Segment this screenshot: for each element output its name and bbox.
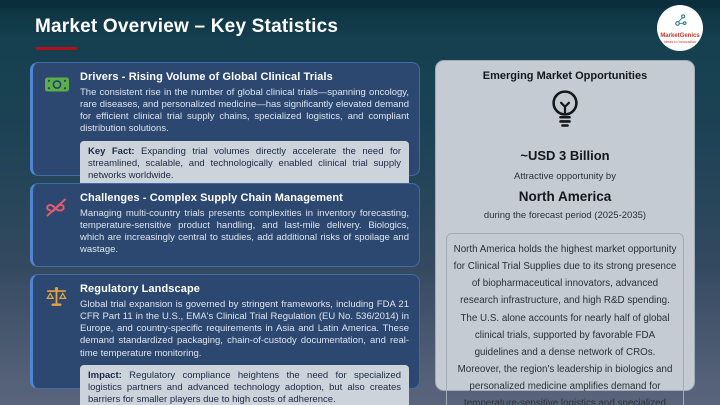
- impact-label: Impact:: [88, 369, 122, 381]
- title-underline: [36, 47, 77, 50]
- opportunity-region: North America: [518, 189, 612, 204]
- banknote-icon: [44, 74, 70, 167]
- opportunities-panel-title: Emerging Market Opportunities: [482, 70, 648, 82]
- regulatory-card-title: Regulatory Landscape: [80, 283, 200, 295]
- key-fact-text: Expanding trial volumes directly acceler…: [88, 145, 402, 182]
- page-title: Market Overview – Key Statistics: [35, 16, 339, 37]
- challenges-card-body: Managing multi-country trials presents c…: [80, 208, 409, 256]
- lightbulb-icon: [547, 88, 583, 141]
- regulatory-card: Regulatory Landscape Global trial expans…: [30, 274, 420, 405]
- challenges-card-title: Challenges - Complex Supply Chain Manage…: [80, 192, 343, 204]
- drivers-card-body: The consistent rise in the number of glo…: [80, 87, 409, 135]
- scales-icon: [44, 286, 69, 380]
- logo-brand-text: MarketGenics: [660, 33, 700, 40]
- key-fact-label: Key Fact:: [88, 145, 135, 157]
- brand-logo: MarketGenics Ideas to Innovation: [657, 5, 703, 51]
- impact-callout: Impact: Regulatory compliance heightens …: [80, 364, 409, 405]
- top-strip: [0, 0, 720, 8]
- drivers-card-title: Drivers - Rising Volume of Global Clinic…: [80, 71, 333, 83]
- molecule-icon: [673, 13, 688, 33]
- knot-icon: [43, 195, 70, 258]
- opportunity-value: ~USD 3 Billion: [520, 148, 610, 163]
- opportunity-subtitle: Attractive opportunity by: [514, 171, 616, 182]
- opportunities-panel: Emerging Market Opportunities ~USD 3 Bil…: [435, 60, 695, 405]
- key-statistics-column: Drivers - Rising Volume of Global Clinic…: [30, 62, 420, 405]
- challenges-card: Challenges - Complex Supply Chain Manage…: [30, 183, 420, 267]
- regulatory-card-body: Global trial expansion is governed by st…: [80, 299, 409, 359]
- drivers-card: Drivers - Rising Volume of Global Clinic…: [30, 62, 420, 188]
- opportunity-description: North America holds the highest market o…: [446, 233, 684, 405]
- impact-text: Regulatory compliance heightens the need…: [88, 369, 401, 405]
- opportunity-period: during the forecast period (2025-2035): [483, 210, 647, 221]
- key-fact-callout: Key Fact: Expanding trial volumes direct…: [80, 140, 409, 188]
- logo-tagline-text: Ideas to Innovation: [663, 40, 697, 45]
